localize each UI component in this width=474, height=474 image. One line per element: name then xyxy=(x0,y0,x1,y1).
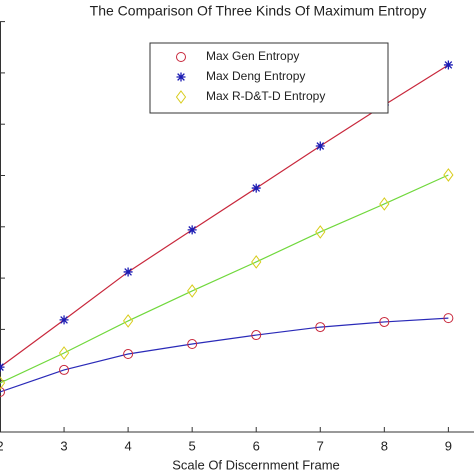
marker xyxy=(315,141,325,151)
legend-label: Max Gen Entropy xyxy=(206,49,299,63)
x-tick-label: 3 xyxy=(60,438,67,453)
marker xyxy=(379,197,390,211)
marker xyxy=(251,183,261,193)
legend-label: Max R-D&T-D Entropy xyxy=(206,89,325,103)
marker xyxy=(187,339,198,350)
marker xyxy=(122,314,134,328)
marker xyxy=(251,255,262,269)
marker xyxy=(58,346,70,360)
chart-title: The Comparison Of Three Kinds Of Maximum… xyxy=(90,3,427,19)
x-tick-label: 8 xyxy=(381,438,388,453)
marker xyxy=(315,322,326,333)
x-tick-label: 2 xyxy=(0,438,4,453)
marker xyxy=(175,90,187,104)
marker xyxy=(187,225,197,235)
x-tick-label: 6 xyxy=(253,438,260,453)
marker xyxy=(176,52,186,62)
legend: Max Gen Entropy Max Deng Entropy Max R-D&T… xyxy=(149,42,389,114)
legend-box xyxy=(149,42,389,114)
series-line xyxy=(0,317,449,393)
x-tick-label: 9 xyxy=(445,438,452,453)
marker xyxy=(251,330,262,341)
marker xyxy=(176,72,186,82)
marker xyxy=(0,376,6,390)
marker xyxy=(59,364,70,375)
series-line xyxy=(0,174,449,384)
marker xyxy=(443,168,454,182)
marker xyxy=(443,313,454,324)
marker xyxy=(123,267,133,277)
legend-label: Max Deng Entropy xyxy=(206,69,305,83)
x-tick-label: 7 xyxy=(317,438,324,453)
marker xyxy=(59,315,69,325)
marker xyxy=(123,349,134,360)
marker xyxy=(0,386,5,397)
marker xyxy=(443,60,453,70)
marker xyxy=(379,316,390,327)
x-tick-label: 5 xyxy=(189,438,196,453)
marker xyxy=(187,284,198,298)
x-tick-label: 4 xyxy=(124,438,131,453)
x-axis-label: Scale Of Discernment Frame xyxy=(172,457,340,472)
marker xyxy=(315,225,326,239)
